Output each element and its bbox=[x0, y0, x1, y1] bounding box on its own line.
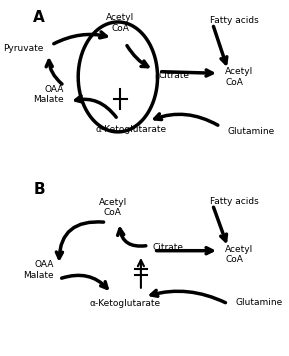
Text: Fatty acids: Fatty acids bbox=[210, 16, 259, 25]
Text: A: A bbox=[34, 10, 45, 25]
FancyArrowPatch shape bbox=[62, 275, 107, 288]
FancyArrowPatch shape bbox=[151, 290, 225, 303]
Text: OAA
Malate: OAA Malate bbox=[34, 85, 64, 104]
FancyArrowPatch shape bbox=[127, 46, 148, 67]
FancyArrowPatch shape bbox=[138, 260, 144, 288]
Text: Acetyl
CoA: Acetyl CoA bbox=[106, 13, 135, 33]
Text: Citrate: Citrate bbox=[159, 70, 190, 80]
Text: OAA
Malate: OAA Malate bbox=[23, 261, 54, 280]
FancyArrowPatch shape bbox=[54, 32, 106, 44]
FancyArrowPatch shape bbox=[155, 114, 218, 125]
Text: α-Ketoglutarate: α-Ketoglutarate bbox=[95, 125, 166, 134]
FancyArrowPatch shape bbox=[76, 96, 116, 117]
FancyArrowPatch shape bbox=[214, 26, 227, 63]
FancyArrowPatch shape bbox=[162, 70, 212, 76]
Text: Pyruvate: Pyruvate bbox=[3, 44, 44, 53]
Text: Citrate: Citrate bbox=[152, 244, 184, 252]
Text: Glutamine: Glutamine bbox=[236, 298, 283, 308]
Text: Acetyl
CoA: Acetyl CoA bbox=[225, 245, 254, 264]
FancyArrowPatch shape bbox=[46, 61, 62, 84]
Text: Acetyl
CoA: Acetyl CoA bbox=[99, 198, 127, 217]
FancyArrowPatch shape bbox=[156, 248, 212, 254]
Text: Fatty acids: Fatty acids bbox=[210, 197, 259, 205]
Text: α-Ketoglutarate: α-Ketoglutarate bbox=[90, 299, 161, 308]
Text: Acetyl
CoA: Acetyl CoA bbox=[225, 67, 254, 87]
FancyArrowPatch shape bbox=[56, 222, 103, 258]
FancyArrowPatch shape bbox=[214, 207, 227, 241]
Text: B: B bbox=[34, 182, 45, 197]
FancyArrowPatch shape bbox=[118, 229, 146, 246]
Text: Glutamine: Glutamine bbox=[228, 127, 275, 136]
